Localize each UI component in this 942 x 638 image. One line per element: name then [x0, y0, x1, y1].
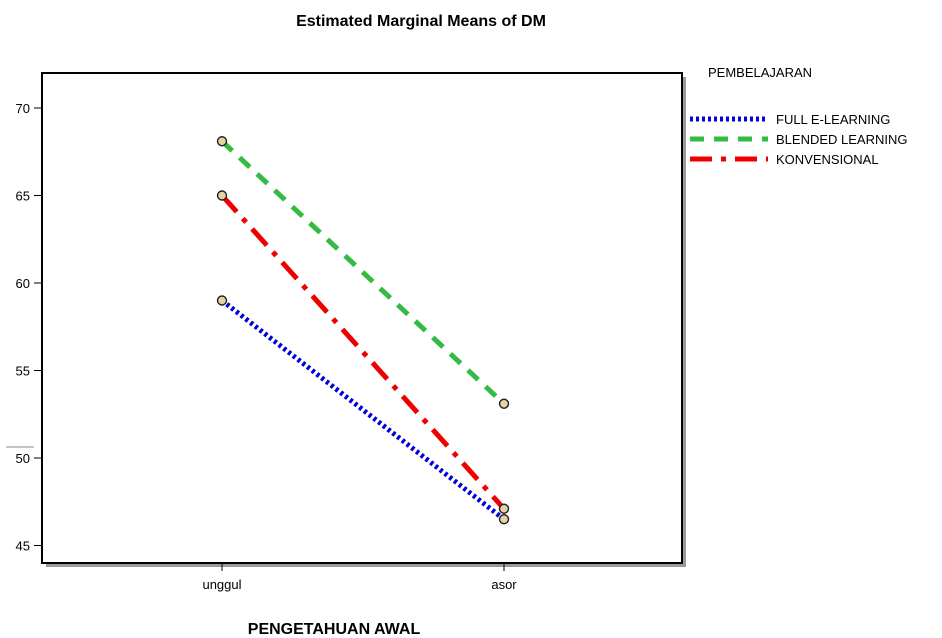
- data-point-2-1: [498, 503, 510, 514]
- x-axis-label: PENGETAHUAN AWAL: [248, 621, 421, 638]
- legend-label-1: BLENDED LEARNING: [776, 132, 907, 147]
- y-tick-label: 65: [16, 189, 30, 204]
- plot-area: [41, 72, 683, 564]
- legend: PEMBELAJARAN FULL E-LEARNING BLENDED LEAR…: [690, 65, 907, 167]
- legend-label-0: FULL E-LEARNING: [776, 112, 890, 127]
- x-axis: unggul asor: [202, 563, 517, 592]
- y-tick-label: 50: [16, 451, 30, 466]
- data-point-1-1: [498, 398, 510, 409]
- y-tick-label: 70: [16, 101, 30, 116]
- data-point-0-1: [498, 514, 510, 525]
- legend-title: PEMBELAJARAN: [708, 65, 812, 80]
- x-tick-label: unggul: [202, 577, 241, 592]
- data-point-2-0: [216, 190, 228, 201]
- x-tick-label: asor: [491, 577, 517, 592]
- chart-title: Estimated Marginal Means of DM: [296, 13, 546, 30]
- data-point-0-0: [216, 295, 228, 306]
- data-point-1-0: [216, 136, 228, 147]
- series-markers: [216, 136, 510, 525]
- legend-label-2: KONVENSIONAL: [776, 152, 879, 167]
- y-tick-label: 55: [16, 364, 30, 379]
- y-tick-label: 60: [16, 276, 30, 291]
- series-lines: [220, 139, 506, 522]
- y-axis: 45 50 55 60 65 70: [16, 101, 42, 554]
- y-tick-label: 45: [16, 539, 30, 554]
- series-line-1: [220, 139, 506, 406]
